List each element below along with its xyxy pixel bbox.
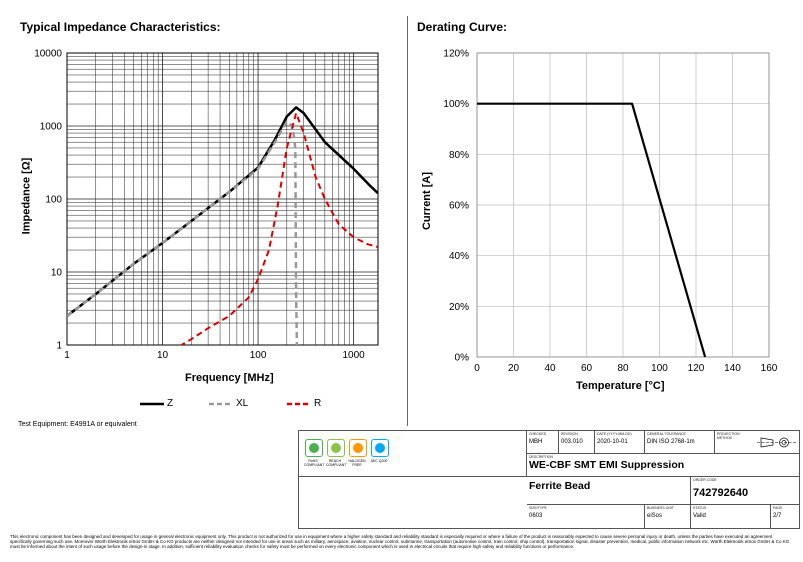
impedance-chart: 1 10 100 1000 10000 1000 100 10 1	[34, 49, 379, 361]
y-tick-label: 1	[56, 341, 62, 352]
certification-badge-icon	[371, 439, 389, 457]
x-tick-label: 10	[157, 350, 169, 361]
x-tick-label: 40	[544, 363, 556, 374]
checked-label: CHECKED	[529, 432, 547, 436]
projection-label: PROJECTION METHOD	[717, 432, 740, 440]
y-tick-label: 120%	[443, 49, 469, 60]
legend-xl-label: XL	[236, 398, 249, 409]
certification-badge-label: REACH COMPLIANT	[326, 459, 347, 467]
derating-chart: 0 20 40 60 80 100 120 140 160 120% 100% 80% 60% 40% 20…	[443, 49, 778, 375]
series-z-line	[67, 106, 378, 317]
derating-curve-line	[477, 102, 707, 358]
certification-badge-icon	[305, 439, 323, 457]
legend-r-swatch	[287, 402, 311, 406]
order-code-value: 742792640	[693, 487, 749, 499]
y-tick-label: 10	[51, 268, 63, 279]
x-tick-label: 140	[724, 363, 741, 374]
x-tick-label: 20	[508, 363, 520, 374]
order-code-label: ORDER CODE	[693, 478, 717, 482]
description-label: DESCRIPTION	[529, 455, 553, 459]
badge-emblem-icon	[375, 443, 385, 453]
impedance-chart-title: Typical Impedance Characteristics:	[20, 20, 221, 34]
y-tick-label: 100%	[443, 99, 469, 110]
x-tick-label: 1000	[342, 350, 365, 361]
description-cell: DESCRIPTION WE-CBF SMT EMI Suppression	[527, 454, 799, 477]
certification-badge-label: RoHS COMPLIANT	[304, 459, 325, 467]
description-cont-cell: Ferrite Bead	[527, 477, 691, 505]
page-value: 2/7	[773, 513, 782, 519]
y-tick-label: 60%	[449, 201, 469, 212]
legend-z-swatch	[140, 402, 164, 406]
tolerance-cell: GENERAL TOLERANCE DIN ISO 2768-1m	[645, 431, 715, 454]
status-cell: STATUS Valid	[691, 505, 771, 528]
revision-cell: REVISION 003.010	[559, 431, 595, 454]
x-tick-label: 0	[474, 363, 480, 374]
x-tick-label: 160	[761, 363, 778, 374]
impedance-ylabel: Impedance [Ω]	[20, 157, 33, 235]
status-label: STATUS	[693, 506, 707, 510]
certification-badge-icon	[349, 439, 367, 457]
badge-emblem-icon	[309, 443, 319, 453]
certification-badge-icon	[327, 439, 345, 457]
checked-value: MBH	[529, 439, 543, 445]
revision-label: REVISION	[561, 432, 578, 436]
date-cell: DATE (YYYY-MM-DD) 2020-10-01	[595, 431, 645, 454]
plot-frame	[476, 52, 770, 358]
derating-xlabel: Temperature [°C]	[576, 380, 665, 392]
description-line1: WE-CBF SMT EMI Suppression	[529, 459, 685, 471]
legend-r-label: R	[314, 398, 322, 409]
legend-xl-swatch	[209, 402, 233, 406]
revision-value: 003.010	[561, 439, 583, 445]
business-unit-label: BUSINESS UNIT	[647, 506, 674, 510]
tolerance-label: GENERAL TOLERANCE	[647, 432, 686, 436]
title-block: RoHS COMPLIANT REACH COMPLIANT HALOGEN FRE…	[298, 430, 800, 529]
badge-emblem-icon	[353, 443, 363, 453]
x-tick-label: 80	[617, 363, 629, 374]
impedance-xlabel: Frequency [MHz]	[185, 372, 274, 384]
series-xl-line	[67, 120, 299, 345]
projection-cell: PROJECTION METHOD	[715, 431, 799, 454]
disclaimer-text: This electronic component has been desig…	[10, 534, 790, 549]
x-tick-label: 120	[688, 363, 705, 374]
y-tick-label: 0%	[455, 353, 470, 364]
size-label: SIZE/TYPE	[529, 506, 547, 510]
order-code-cell: ORDER CODE 742792640	[691, 477, 799, 505]
description-value: WE-CBF SMT EMI Suppression	[529, 460, 684, 471]
chart-separator	[407, 16, 408, 426]
checked-cell: CHECKED MBH	[527, 431, 559, 454]
size-cell: SIZE/TYPE 0603	[527, 505, 645, 528]
y-tick-label: 80%	[449, 150, 469, 161]
business-unit-value: eiSos	[647, 513, 663, 519]
derating-chart-title: Derating Curve:	[417, 20, 508, 34]
certification-badge-label: AEC Q200	[370, 459, 388, 463]
y-tick-label: 1000	[40, 122, 63, 133]
projection-symbol-icon	[757, 437, 797, 448]
derating-ylabel: Current [A]	[421, 171, 434, 231]
y-tick-label: 100	[45, 195, 62, 206]
x-tick-label: 100	[651, 363, 668, 374]
y-tick-label: 20%	[449, 302, 469, 313]
y-tick-label: 10000	[34, 49, 62, 60]
badge-emblem-icon	[331, 443, 341, 453]
date-label: DATE (YYYY-MM-DD)	[597, 432, 632, 436]
size-value: 0603	[529, 513, 543, 519]
y-tick-label: 40%	[449, 251, 469, 262]
certification-area: RoHS COMPLIANT REACH COMPLIANT HALOGEN FRE…	[299, 431, 527, 477]
test-equipment-note: Test Equipment: E4991A or equivalent	[18, 421, 137, 428]
tolerance-value: DIN ISO 2768-1m	[647, 439, 695, 445]
status-value: Valid	[693, 513, 706, 519]
x-tick-label: 1	[64, 350, 70, 361]
date-value: 2020-10-01	[597, 439, 628, 445]
page-label: PAGE	[773, 506, 783, 510]
legend-z-label: Z	[167, 398, 174, 409]
page-cell: PAGE 2/7	[771, 505, 799, 528]
business-unit-cell: BUSINESS UNIT eiSos	[645, 505, 691, 528]
x-tick-label: 60	[581, 363, 593, 374]
series-r-line	[179, 112, 378, 345]
impedance-legend: Z XL R	[140, 398, 340, 412]
certification-badge-label: HALOGEN FREE	[348, 459, 366, 467]
plot-frame	[66, 52, 379, 346]
description-line2: Ferrite Bead	[529, 480, 591, 492]
x-tick-label: 100	[250, 350, 267, 361]
